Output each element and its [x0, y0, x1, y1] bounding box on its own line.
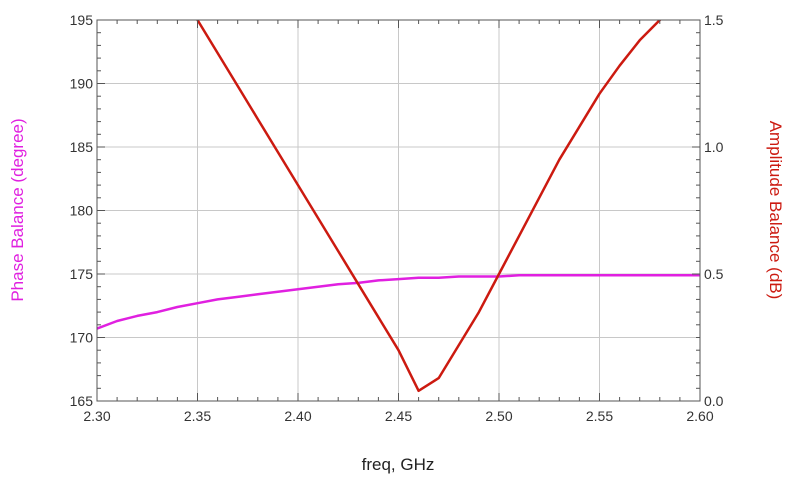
y-right-tick-label: 1.0 — [704, 139, 724, 155]
x-tick-label: 2.30 — [83, 408, 110, 424]
y-left-tick-label: 190 — [70, 76, 94, 92]
x-axis-label: freq, GHz — [362, 455, 435, 474]
x-tick-label: 2.40 — [284, 408, 311, 424]
phase-balance-line — [97, 274, 700, 330]
series-lines — [97, 20, 700, 393]
plot-border — [96, 19, 701, 402]
x-tick-label: 2.60 — [686, 408, 713, 424]
grid-lines — [97, 20, 700, 401]
y-right-tick-label: 0.5 — [704, 266, 724, 282]
y-right-tick-label: 0.0 — [704, 393, 724, 409]
plot-frame — [96, 19, 701, 402]
y-left-tick-label: 175 — [70, 266, 94, 282]
x-tick-label: 2.45 — [385, 408, 412, 424]
tick-labels: 2.30 2.35 2.40 2.45 2.50 2.55 2.60 165 170 175 180… — [70, 12, 724, 424]
y-left-tick-label: 170 — [70, 330, 94, 346]
y-left-tick-label: 195 — [70, 12, 94, 28]
x-tick-label: 2.50 — [485, 408, 512, 424]
amplitude-balance-line — [196, 20, 662, 393]
y-left-tick-label: 180 — [70, 203, 94, 219]
x-tick-label: 2.35 — [184, 408, 211, 424]
y-right-tick-label: 1.5 — [704, 12, 724, 28]
y-left-tick-label: 185 — [70, 139, 94, 155]
y-left-tick-label: 165 — [70, 393, 94, 409]
y-axis-right-label: Amplitude Balance (dB) — [766, 121, 785, 300]
y-axis-left-label: Phase Balance (degree) — [8, 118, 27, 301]
x-tick-label: 2.55 — [586, 408, 613, 424]
